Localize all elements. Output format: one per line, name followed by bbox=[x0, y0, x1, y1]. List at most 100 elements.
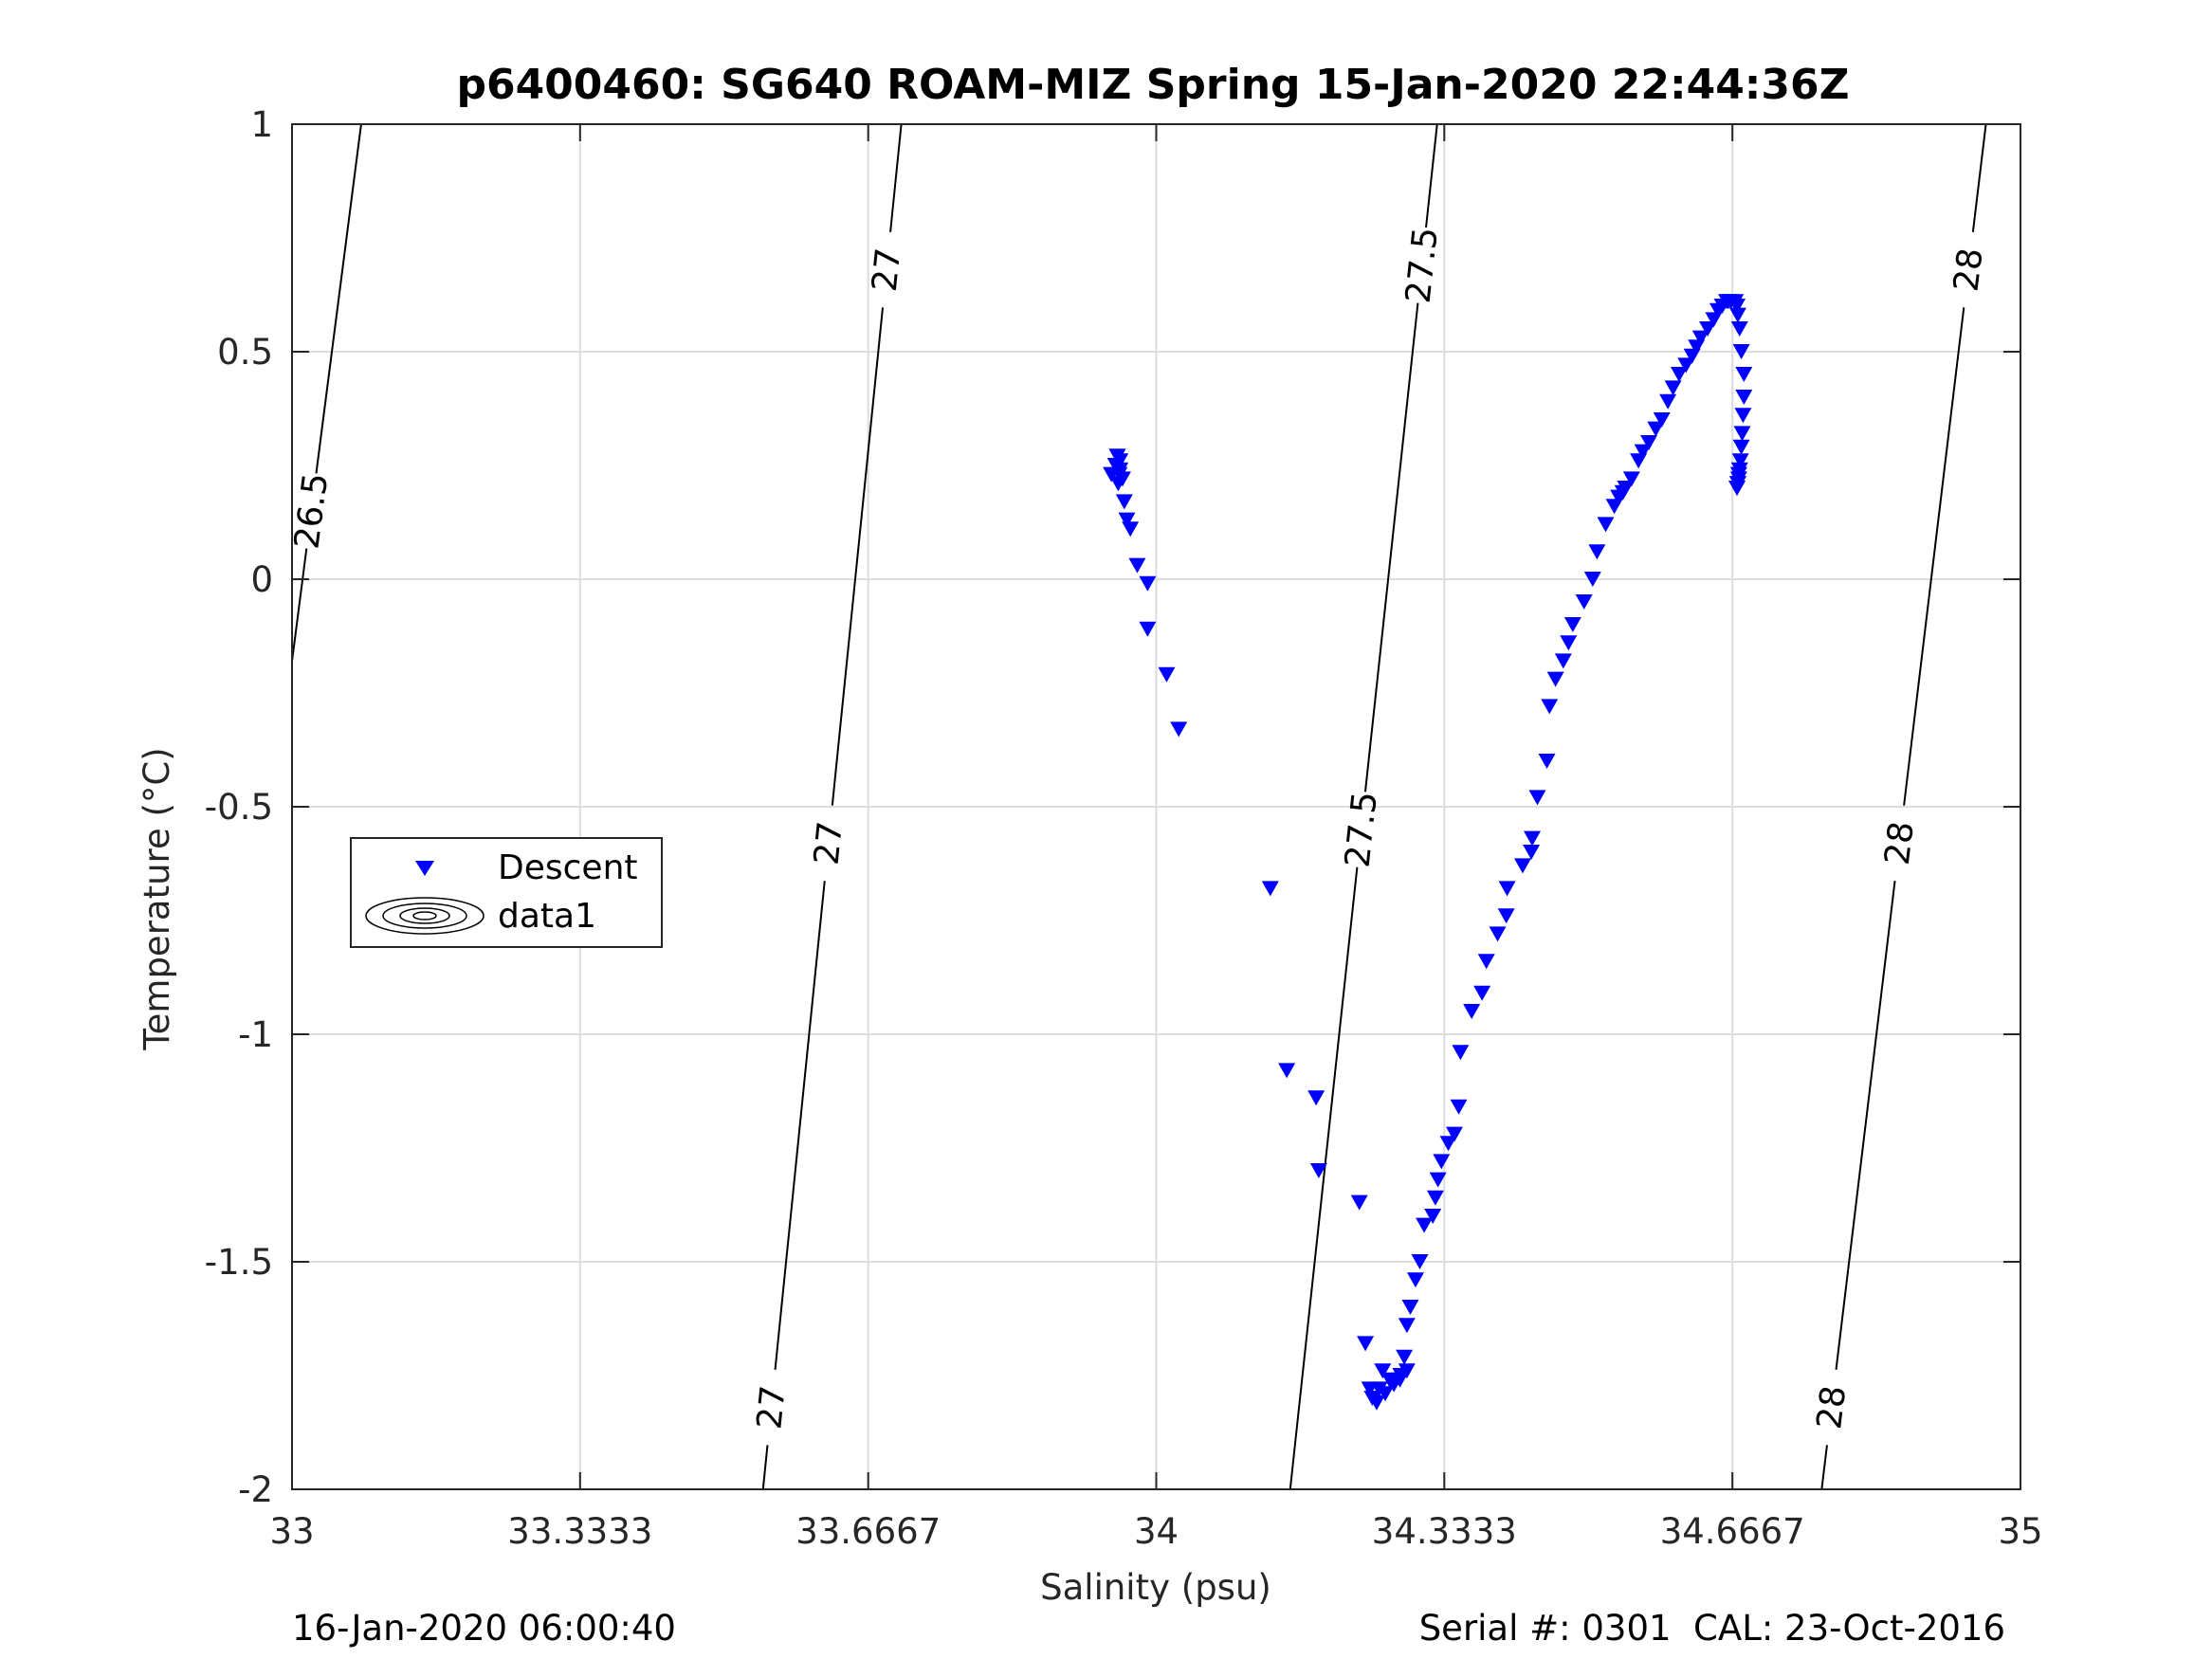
descent-point bbox=[1691, 330, 1709, 346]
descent-point bbox=[1450, 1099, 1468, 1115]
chart-title: p6400460: SG640 ROAM-MIZ Spring 15-Jan-2… bbox=[456, 61, 1849, 109]
descent-point bbox=[1734, 408, 1752, 424]
descent-point bbox=[1170, 721, 1188, 738]
contour-label: 27 bbox=[866, 246, 908, 294]
contour-label: 28 bbox=[1810, 1383, 1854, 1431]
legend-box bbox=[350, 837, 663, 948]
descent-point bbox=[1659, 393, 1677, 410]
contour-label: 26.5 bbox=[287, 471, 336, 552]
descent-point bbox=[1261, 881, 1279, 897]
descent-point bbox=[1439, 1136, 1457, 1152]
descent-point bbox=[1118, 512, 1136, 528]
contour-label: 27.5 bbox=[1339, 790, 1385, 869]
descent-point bbox=[1523, 845, 1541, 860]
descent-point bbox=[1411, 1254, 1429, 1269]
footer-serial-cal: Serial #: 0301 CAL: 23-Oct-2016 bbox=[1419, 1608, 2005, 1649]
descent-point bbox=[1128, 557, 1146, 574]
descent-point bbox=[1653, 412, 1671, 428]
y-tick-label: -1.5 bbox=[205, 1242, 273, 1283]
descent-point bbox=[1728, 481, 1746, 496]
isopycnal-line bbox=[889, 123, 903, 232]
descent-point bbox=[1426, 1190, 1444, 1206]
descent-point bbox=[1563, 617, 1581, 632]
descent-point bbox=[1634, 444, 1652, 460]
x-tick-label: 34.6667 bbox=[1660, 1511, 1805, 1552]
isopycnal-line bbox=[315, 123, 362, 474]
isopycnal-line bbox=[1903, 307, 1965, 806]
descent-point bbox=[1647, 421, 1665, 437]
descent-point bbox=[1524, 830, 1542, 847]
descent-point bbox=[1392, 1368, 1410, 1383]
descent-point bbox=[1583, 572, 1601, 587]
isopycnal-line bbox=[1835, 880, 1896, 1371]
descent-point bbox=[1278, 1063, 1296, 1079]
y-tick-label: 0.5 bbox=[217, 332, 273, 373]
y-tick-label: 1 bbox=[250, 104, 273, 145]
descent-point bbox=[1731, 453, 1749, 469]
descent-point bbox=[1416, 1217, 1434, 1233]
descent-point bbox=[1111, 453, 1129, 469]
descent-point bbox=[1307, 1090, 1325, 1106]
descent-point bbox=[1588, 544, 1606, 560]
descent-point bbox=[1367, 1395, 1385, 1411]
x-tick-label: 33.6667 bbox=[795, 1511, 941, 1552]
contour-label: 28 bbox=[1947, 246, 1990, 293]
isopycnal-line bbox=[1971, 123, 1987, 233]
descent-point bbox=[1489, 926, 1507, 942]
descent-point bbox=[1640, 435, 1658, 450]
x-tick-label: 33.3333 bbox=[507, 1511, 652, 1552]
descent-point bbox=[1396, 1349, 1414, 1365]
descent-point bbox=[1732, 439, 1750, 455]
isopycnal-line bbox=[1820, 1445, 1828, 1490]
y-tick-label: -1 bbox=[238, 1014, 273, 1055]
isopycnal-line bbox=[831, 307, 885, 806]
descent-point bbox=[1664, 380, 1682, 396]
x-axis-ticks: 33 33.3333 33.6667 34 34.3333 34.6667 35 bbox=[269, 124, 2043, 1552]
descent-point bbox=[1473, 985, 1491, 1001]
x-tick-label: 35 bbox=[1998, 1511, 2042, 1552]
descent-point bbox=[1732, 344, 1750, 359]
descent-point bbox=[1497, 908, 1515, 924]
descent-point bbox=[1113, 471, 1131, 487]
descent-point bbox=[1538, 754, 1556, 769]
isopycnal-line bbox=[1425, 123, 1438, 228]
x-tick-label: 33 bbox=[269, 1511, 314, 1552]
descent-point bbox=[1730, 321, 1748, 337]
descent-point bbox=[1699, 321, 1717, 337]
descent-point bbox=[1429, 1172, 1447, 1188]
contour-label: 27.5 bbox=[1399, 226, 1446, 305]
descent-point bbox=[1309, 1163, 1327, 1178]
descent-point bbox=[1541, 699, 1559, 715]
descent-point bbox=[1122, 521, 1140, 538]
y-tick-label: -2 bbox=[238, 1469, 273, 1510]
descent-point bbox=[1677, 357, 1695, 374]
descent-point bbox=[1424, 1209, 1442, 1224]
descent-point bbox=[1445, 1126, 1463, 1142]
legend-contour-marker bbox=[365, 897, 484, 935]
descent-point bbox=[1554, 653, 1572, 669]
descent-point bbox=[1401, 1300, 1419, 1315]
descent-point bbox=[1498, 881, 1516, 897]
descent-point bbox=[1546, 671, 1564, 687]
descent-series bbox=[1103, 294, 1753, 1411]
descent-point bbox=[1463, 1004, 1481, 1019]
x-tick-label: 34 bbox=[1134, 1511, 1179, 1552]
footer-timestamp: 16-Jan-2020 06:00:40 bbox=[292, 1608, 676, 1649]
y-axis-ticks: 1 0.5 0 -0.5 -1 -1.5 -2 bbox=[205, 104, 2020, 1510]
descent-point bbox=[1139, 621, 1157, 637]
descent-point bbox=[1357, 1336, 1375, 1352]
descent-point bbox=[1433, 1154, 1451, 1170]
descent-point bbox=[1513, 858, 1531, 874]
legend-data1-label: data1 bbox=[498, 897, 596, 936]
isopycnal-line bbox=[774, 881, 826, 1370]
descent-point bbox=[1477, 954, 1495, 970]
x-axis-label: Salinity (psu) bbox=[1040, 1567, 1271, 1608]
contour-label: 27 bbox=[750, 1384, 793, 1431]
isopycnal-line bbox=[291, 548, 308, 662]
descent-point bbox=[1398, 1318, 1416, 1334]
descent-point bbox=[1528, 790, 1546, 806]
descent-point bbox=[1350, 1194, 1368, 1211]
descent-point bbox=[1115, 494, 1133, 510]
density-contours: 26.5 27 27 27 27.5 27.5 28 28 28 bbox=[287, 123, 1991, 1490]
